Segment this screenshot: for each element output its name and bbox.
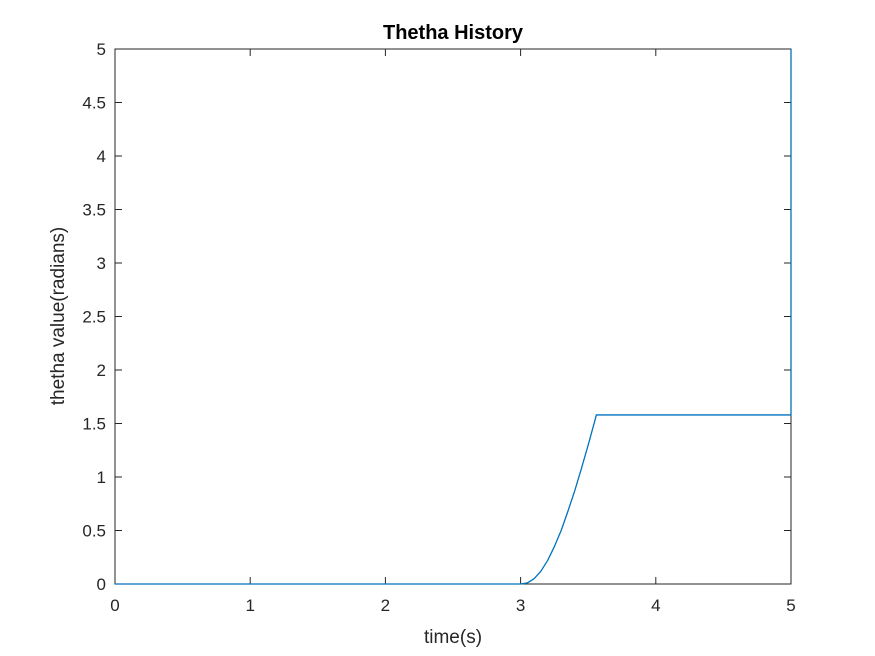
y-tick-label: 1 [97,468,106,487]
y-tick-label: 0 [97,575,106,594]
y-tick-label: 1.5 [82,415,106,434]
series-line-0 [115,49,792,585]
x-tick-label: 4 [651,596,660,615]
series-layer [115,49,792,585]
chart-title: Thetha History [383,22,524,44]
axes-box [114,48,792,585]
y-axis-ticks: 0 0.5 1 1.5 2 2.5 3 3.5 4 4.5 5 [82,40,791,594]
y-tick-label: 4 [97,147,106,166]
y-tick-label: 4.5 [82,94,106,113]
x-tick-label: 1 [245,596,254,615]
y-tick-label: 5 [97,40,106,59]
x-tick-label: 2 [381,596,390,615]
y-tick-label: 2 [97,361,106,380]
y-tick-label: 3 [97,254,106,273]
y-axis-label: thetha value(radians) [48,227,69,406]
x-tick-label: 0 [110,596,119,615]
x-tick-label: 5 [786,596,795,615]
y-tick-label: 0.5 [82,522,106,541]
x-axis-ticks: 0 1 2 3 4 5 [110,49,796,615]
x-axis-label: time(s) [424,627,482,648]
plot-area: 0 1 2 3 4 5 0 0.5 1 1.5 2 2.5 3 3.5 4 4.5 5 [82,40,795,615]
y-tick-label: 3.5 [82,201,106,220]
y-tick-label: 2.5 [82,308,106,327]
x-tick-label: 3 [516,596,525,615]
